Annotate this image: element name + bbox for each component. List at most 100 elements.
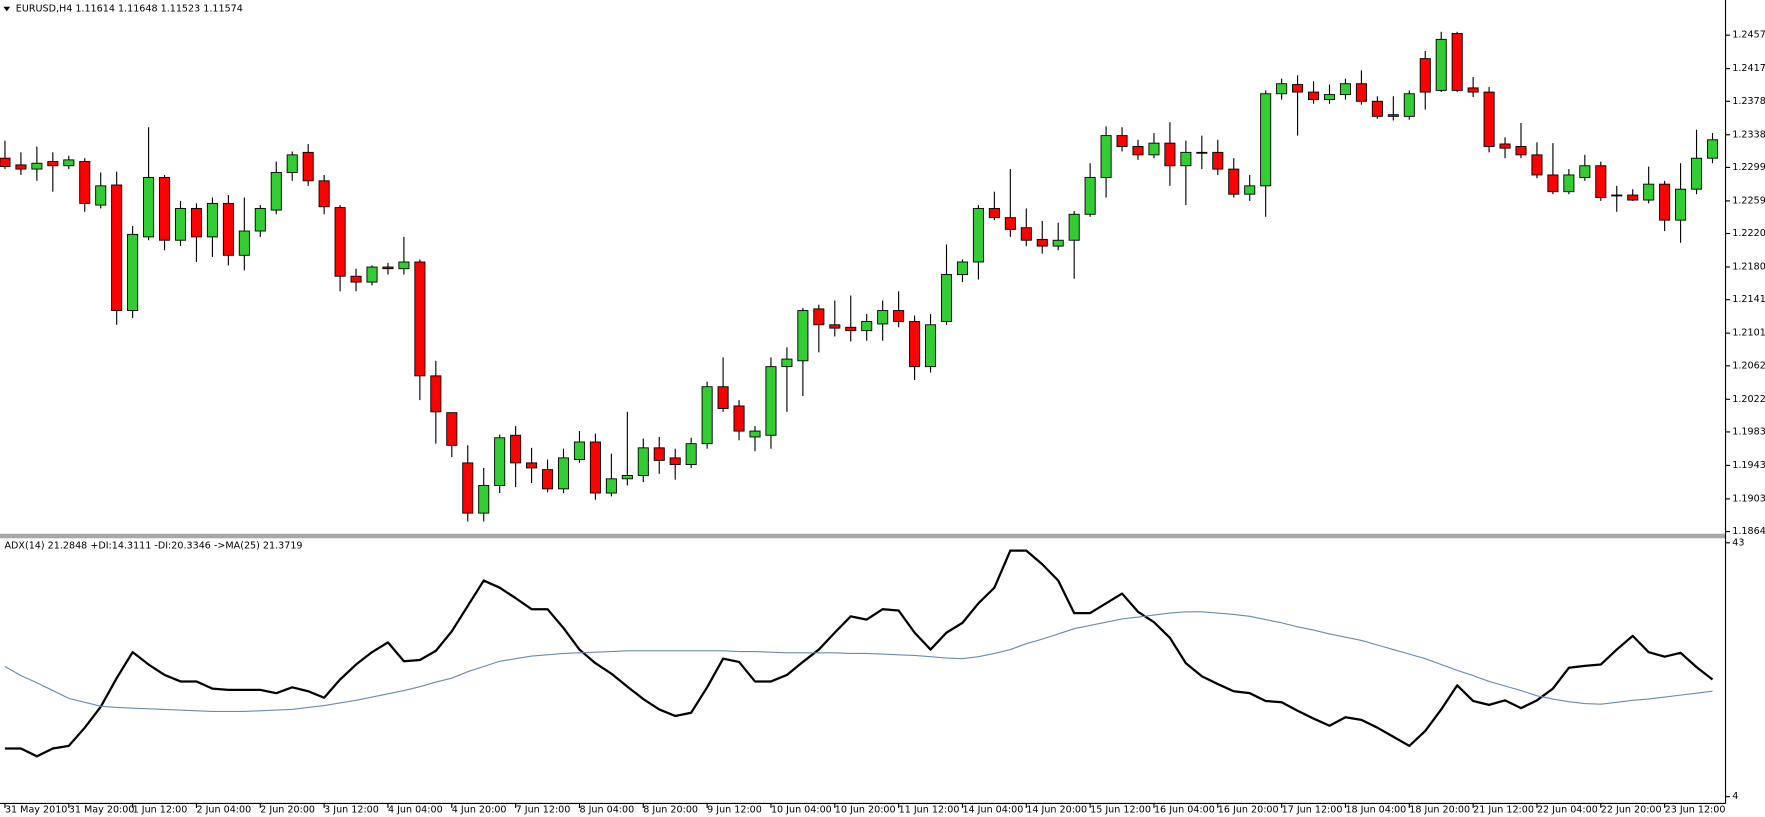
candle-body <box>733 405 745 432</box>
candle-body <box>1100 135 1112 178</box>
indicator-line <box>4 611 1713 712</box>
indicator-line <box>4 549 1714 758</box>
y-tick-label: 1.22590 <box>1732 195 1765 206</box>
y-tick-label: 1.22200 <box>1732 228 1765 239</box>
candle-body <box>206 202 218 238</box>
candle-body <box>382 266 394 270</box>
candle-body <box>478 485 490 514</box>
candle-body <box>1308 91 1320 101</box>
y-tick-label: 43 <box>1732 537 1744 548</box>
candle-body <box>589 441 601 494</box>
candle-body <box>1547 174 1559 193</box>
candle-body <box>1611 194 1623 197</box>
x-tick-label: 11 Jun 12:00 <box>899 805 960 816</box>
candle-body <box>940 274 953 322</box>
candle-body <box>111 184 123 312</box>
x-tick-label: 3 Jun 12:00 <box>324 805 379 816</box>
candle-body <box>573 441 585 461</box>
y-tick-label: 1.24170 <box>1732 63 1765 74</box>
x-tick-label: 18 Jun 04:00 <box>1345 805 1406 816</box>
candle-body <box>669 457 681 466</box>
candle-body <box>1451 33 1463 91</box>
y-tick-label: 1.20620 <box>1732 360 1765 371</box>
candle-body <box>1387 114 1399 117</box>
x-tick-label: 21 Jun 12:00 <box>1473 805 1534 816</box>
candle-body <box>47 161 59 167</box>
candle-body <box>350 275 362 283</box>
candle-body <box>1706 139 1719 159</box>
candle-body <box>1323 94 1336 101</box>
candle-body <box>1355 83 1367 102</box>
candle-body <box>1228 168 1240 195</box>
y-tick-label: 1.21800 <box>1732 262 1765 273</box>
y-tick-label: 1.19030 <box>1732 493 1765 504</box>
candle-body <box>190 207 202 238</box>
menu-triangle[interactable] <box>3 6 11 12</box>
candle-body <box>1260 93 1272 187</box>
candle-body <box>1148 142 1160 156</box>
candle-body <box>861 320 873 332</box>
candle-body <box>222 202 234 256</box>
candle-body <box>797 310 809 362</box>
candle-body <box>765 366 777 436</box>
x-tick-label: 31 May 20:00 <box>69 805 135 816</box>
candle-body <box>286 154 298 173</box>
x-tick-label: 8 Jun 20:00 <box>643 805 698 816</box>
y-tick-label: 1.18640 <box>1732 526 1765 537</box>
candle-body <box>1403 93 1415 117</box>
y-tick-label: 1.20220 <box>1732 394 1765 405</box>
candle-body <box>1244 185 1256 195</box>
candle-body <box>988 207 1000 219</box>
candle-body <box>526 462 538 469</box>
candle-body <box>685 443 697 466</box>
candle-body <box>1212 151 1224 170</box>
y-tick-label: 1.23380 <box>1732 129 1765 140</box>
x-tick-label: 2 Jun 04:00 <box>196 805 251 816</box>
x-tick-label: 14 Jun 04:00 <box>962 805 1023 816</box>
x-tick-label: 1 Jun 12:00 <box>133 805 188 816</box>
candle-body <box>1164 142 1176 167</box>
candle-body <box>63 159 75 167</box>
candle-body <box>701 386 713 445</box>
y-tick-label: 1.24570 <box>1732 30 1765 41</box>
candle-body <box>398 261 410 270</box>
candle-body <box>494 437 506 486</box>
candle-body <box>1675 188 1687 221</box>
candle-body <box>829 324 841 329</box>
candle-body <box>238 230 250 256</box>
x-tick-label: 15 Jun 12:00 <box>1090 805 1151 816</box>
candle-body <box>972 207 984 263</box>
candle-body <box>1499 143 1511 149</box>
candle-body <box>781 358 793 368</box>
x-tick-label: 31 May 2010 <box>5 805 67 816</box>
candle-body <box>95 185 107 206</box>
candle-body <box>813 308 825 326</box>
candle-body <box>1180 151 1192 167</box>
candle-body <box>254 207 266 232</box>
candle-body <box>15 164 27 170</box>
candle-body <box>1036 238 1048 247</box>
x-tick-label: 4 Jun 04:00 <box>388 805 443 816</box>
candle-body <box>1371 100 1383 117</box>
candle-body <box>1483 91 1495 147</box>
candle-body <box>557 457 570 490</box>
chart-title: EURUSD,H4 1.11614 1.11648 1.11523 1.1157… <box>16 4 243 15</box>
candle-body <box>1020 227 1032 241</box>
candle-body <box>893 310 905 322</box>
candle-body <box>462 462 474 514</box>
x-tick-label: 18 Jun 20:00 <box>1409 805 1470 816</box>
candle-body <box>1435 38 1447 91</box>
candle-body <box>1004 217 1016 230</box>
candle-body <box>174 207 187 241</box>
y-tick-label: 1.19830 <box>1732 426 1765 437</box>
candle-body <box>909 320 921 368</box>
candle-body <box>414 261 426 377</box>
candle-body <box>510 434 522 464</box>
x-tick-label: 23 Jun 12:00 <box>1665 805 1726 816</box>
x-tick-label: 2 Jun 20:00 <box>260 805 315 816</box>
candle-body <box>877 310 889 325</box>
candle-body <box>621 475 633 480</box>
